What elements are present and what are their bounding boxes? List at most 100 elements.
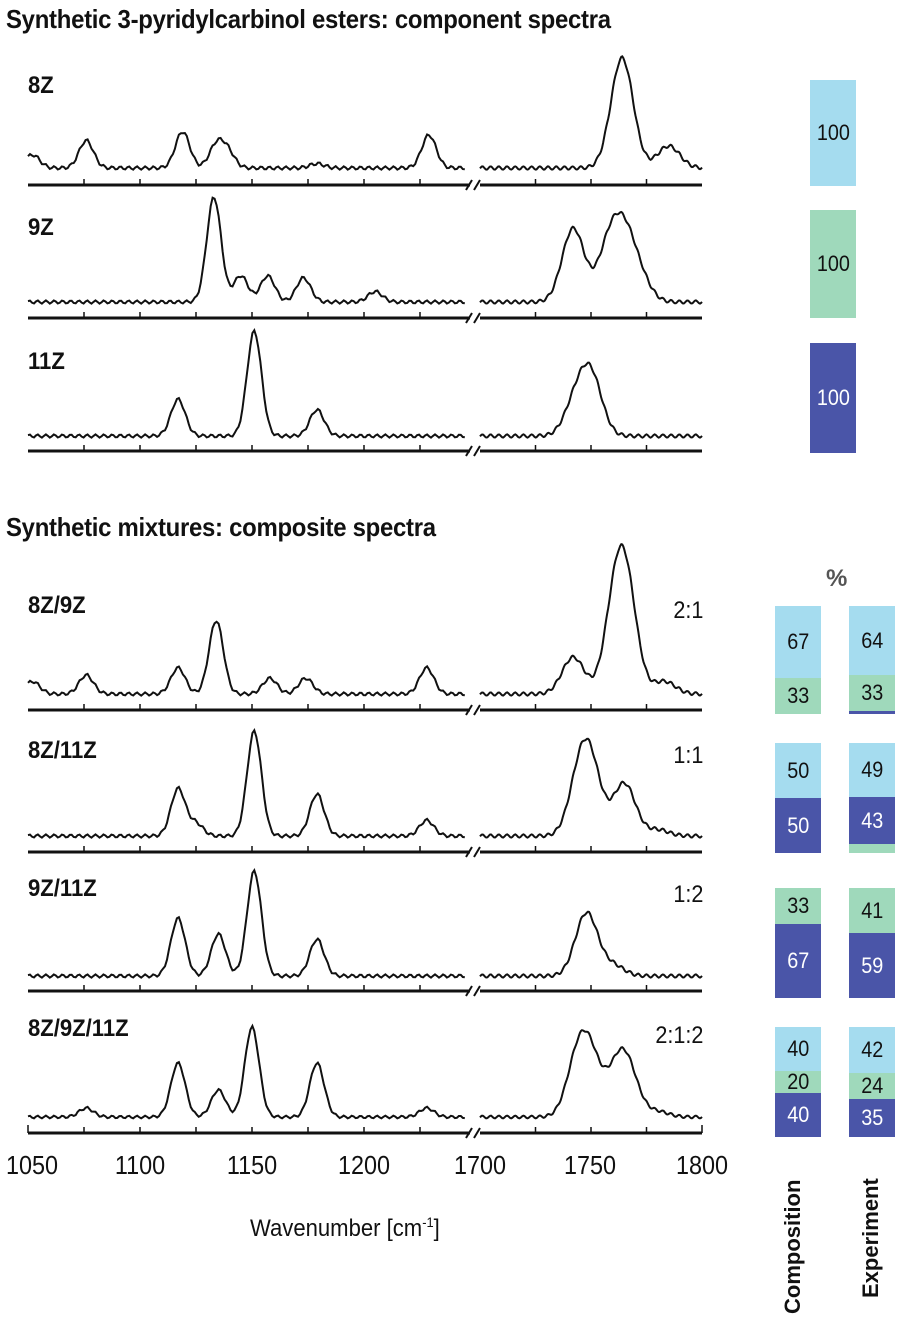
bar-value: 40 <box>786 1102 810 1127</box>
panel-label: 8Z/11Z <box>28 737 97 764</box>
bar-segment-8Z: 100 <box>810 80 856 186</box>
spectrum-line <box>27 328 465 439</box>
axis-ticks <box>83 846 648 852</box>
axis-ticks <box>83 445 648 451</box>
axis-break-icon <box>465 704 481 716</box>
x-axis-label: Wavenumber [cm-1] <box>250 1214 440 1242</box>
bar-segment-11Z <box>849 710 895 714</box>
bar-segment-8Z: 67 <box>775 606 821 679</box>
bar-value: 49 <box>860 756 884 782</box>
spectrum-line <box>27 868 465 979</box>
experiment-bar: 42 24 35 <box>849 1027 895 1137</box>
bar-segment-9Z: 33 <box>775 888 821 925</box>
axis-ticks <box>27 1125 703 1133</box>
bar-value: 100 <box>816 385 850 410</box>
tick-label-1150: 1150 <box>226 1150 278 1180</box>
spectrum-line <box>27 1023 465 1120</box>
experiment-bar: 41 59 <box>849 888 895 998</box>
bar-value: 50 <box>786 812 810 838</box>
bar-value: 24 <box>860 1072 884 1098</box>
bar-segment-11Z: 40 <box>775 1093 821 1137</box>
bar-segment-8Z: 64 <box>849 606 895 676</box>
bar-value: 40 <box>786 1036 810 1061</box>
tick-label-1050: 1050 <box>5 1150 59 1180</box>
bar-value: 100 <box>816 251 850 276</box>
composition-bar: 33 67 <box>775 888 821 998</box>
bar-segment-11Z: 100 <box>810 343 856 453</box>
axis-ticks <box>83 985 648 991</box>
spectrum-line <box>479 1029 703 1120</box>
bar-segment-8Z: 50 <box>775 743 821 798</box>
spectrum-line <box>479 543 703 697</box>
bar-segment-9Z: 20 <box>775 1071 821 1093</box>
bar-value: 33 <box>786 683 810 709</box>
tick-label-1100: 1100 <box>114 1150 166 1180</box>
panel-label: 8Z/9Z/11Z <box>28 1015 129 1042</box>
spectrum-line <box>27 132 465 171</box>
tick-label-1750: 1750 <box>563 1150 617 1180</box>
mixtures-title: Synthetic mixtures: composite spectra <box>6 512 436 542</box>
bar-segment-11Z: 59 <box>849 933 895 998</box>
bar-segment-11Z: 67 <box>775 924 821 998</box>
percent-label: % <box>826 565 848 592</box>
bar-value: 33 <box>786 893 810 919</box>
bar-value: 67 <box>786 629 810 655</box>
bar-segment-11Z: 50 <box>775 798 821 853</box>
spectrum-line <box>27 620 465 697</box>
spectrum-line <box>27 728 465 839</box>
mixture-ratio: 2:1:2 <box>654 1022 703 1049</box>
panel-label: 11Z <box>28 348 65 375</box>
experiment-label: Experiment <box>858 1178 883 1298</box>
axis-break-icon <box>465 846 481 858</box>
bar-segment-9Z: 41 <box>849 888 895 934</box>
bar-value: 59 <box>860 952 884 978</box>
mixture-ratio: 2:1 <box>672 597 703 624</box>
axis-ticks <box>83 179 648 185</box>
mixture-ratio: 1:1 <box>672 742 703 769</box>
axis-break-icon <box>465 985 481 997</box>
bar-segment-9Z: 33 <box>849 675 895 711</box>
axis-break-icon <box>465 179 481 191</box>
experiment-bar: 49 43 <box>849 743 895 853</box>
spectrum-line <box>479 210 703 305</box>
panel-label: 8Z/9Z <box>28 592 86 619</box>
bar-value: 50 <box>786 757 810 783</box>
bar-value: 67 <box>786 948 810 974</box>
bar-value: 35 <box>860 1104 884 1130</box>
composition-bar: 100 <box>810 343 856 453</box>
axis-ticks <box>83 704 648 710</box>
axis-break-icon <box>465 1127 481 1139</box>
spectrum-line <box>27 196 465 305</box>
tick-label-1700: 1700 <box>453 1150 507 1180</box>
composition-bar: 67 33 <box>775 606 821 714</box>
bar-segment-9Z <box>849 844 895 853</box>
bar-value: 33 <box>860 679 884 705</box>
axis-break-icon <box>465 312 481 324</box>
bar-value: 100 <box>816 120 850 145</box>
tick-label-1800: 1800 <box>675 1150 729 1180</box>
bar-value: 43 <box>860 807 884 833</box>
axis-break-icon <box>465 445 481 457</box>
composition-label: Composition <box>780 1179 805 1314</box>
experiment-bar: 64 33 <box>849 606 895 714</box>
composition-bar: 100 <box>810 210 856 318</box>
spectrum-line <box>479 910 703 979</box>
spectrum-line <box>479 737 703 839</box>
panel-label: 8Z <box>28 72 54 99</box>
spectrum-line <box>479 55 703 171</box>
mixture-ratio: 1:2 <box>672 881 703 908</box>
bar-segment-9Z: 33 <box>775 678 821 714</box>
bar-segment-8Z: 49 <box>849 743 895 797</box>
bar-value: 42 <box>860 1036 884 1062</box>
bar-value: 20 <box>786 1071 810 1093</box>
bar-segment-11Z: 35 <box>849 1098 895 1137</box>
composition-bar: 50 50 <box>775 743 821 853</box>
bar-segment-8Z: 42 <box>849 1027 895 1073</box>
bar-value: 41 <box>860 897 884 923</box>
panel-label: 9Z/11Z <box>28 875 97 902</box>
bar-segment-9Z: 24 <box>849 1072 895 1099</box>
bar-segment-9Z: 100 <box>810 210 856 318</box>
axis-ticks <box>83 312 648 318</box>
panel-label: 9Z <box>28 214 54 241</box>
